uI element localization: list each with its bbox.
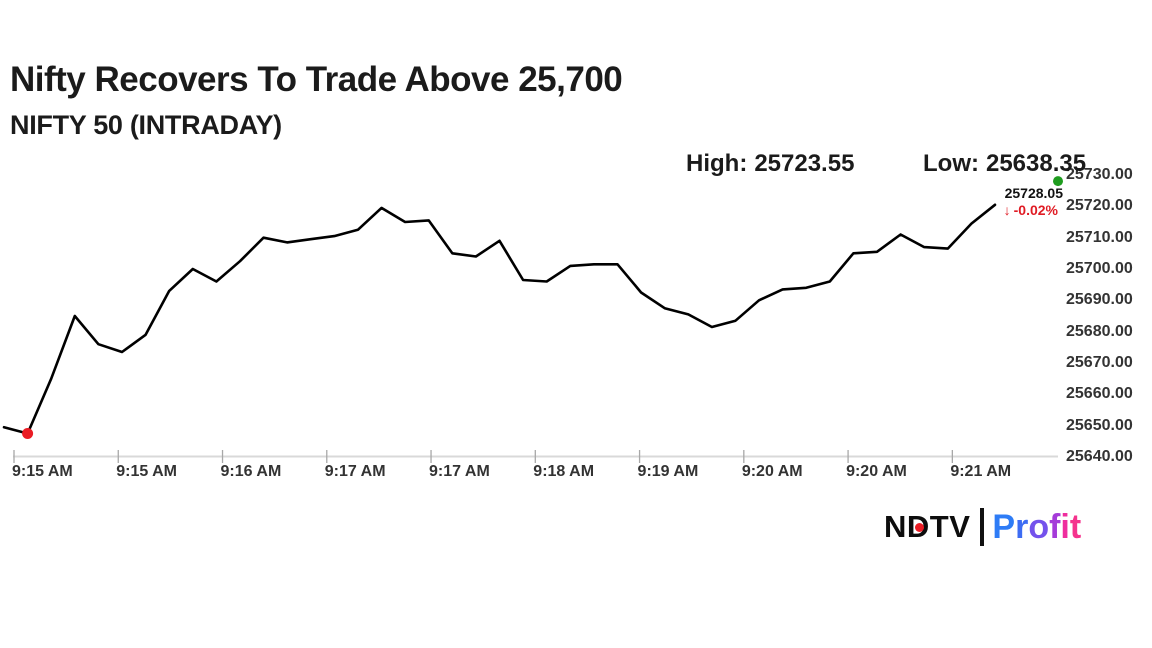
high-stat-value: 25723.55 — [754, 150, 855, 177]
down-arrow-icon: ↓ — [1003, 202, 1011, 218]
price-line — [2, 203, 997, 435]
high-stat-label: High: — [686, 150, 748, 177]
ndtv-profit-logo: NDTV Profit — [884, 506, 1081, 548]
page-title: Nifty Recovers To Trade Above 25,700 — [10, 60, 623, 99]
low-stat-label: Low: — [923, 150, 979, 177]
price-change-value: -0.02% — [1013, 202, 1058, 218]
logo-separator — [980, 508, 985, 546]
high-stat: High: 25723.55 — [686, 150, 854, 178]
ndtv-logo-text: NDTV — [884, 509, 971, 544]
ndtv-logo-red-dot — [915, 523, 924, 532]
low-point-marker — [22, 428, 34, 439]
ndtv-logo: NDTV — [884, 506, 970, 548]
last-price-label: 25728.05 — [1004, 185, 1063, 201]
profit-logo-letter: t — [1069, 508, 1082, 546]
profit-logo-letter: r — [1015, 508, 1029, 546]
profit-logo-letter: P — [992, 508, 1016, 546]
profit-logo-letter: o — [1028, 508, 1050, 546]
profit-logo-letter: i — [1060, 508, 1070, 546]
low-stat: Low: 25638.35 — [923, 150, 1086, 178]
last-price-marker — [1053, 176, 1063, 187]
profit-logo-letter: f — [1049, 508, 1061, 546]
chart-subtitle: NIFTY 50 (INTRADAY) — [10, 110, 282, 140]
profit-logo-text: Profit — [992, 506, 1081, 548]
low-stat-value: 25638.35 — [985, 150, 1087, 177]
price-change-label: ↓ -0.02% — [1004, 202, 1058, 218]
